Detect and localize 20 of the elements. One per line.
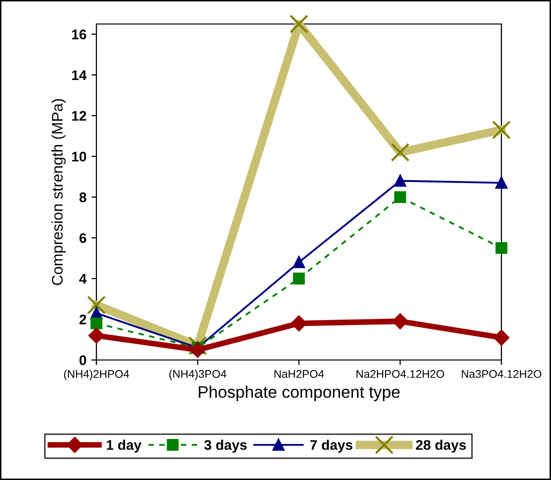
legend-label: 7 days [310,440,352,453]
y-tick-label: 10 [72,152,86,162]
x-tick-label: Na2HPO4.12H2O [356,370,444,378]
x-tick-label: Na3PO4.12H2O [462,370,542,378]
y-axis-title: Compresion strength (MPa) [51,99,66,286]
y-tick-label: 2 [79,314,86,324]
y-tick-label: 4 [79,274,87,284]
legend-label: 1 day [106,440,142,453]
legend-label: 28 days [416,440,466,453]
x-tick-label: (NH4)3PO4 [169,370,226,380]
x-tick-label: NaH2PO4 [274,370,324,378]
y-tick-label: 0 [80,355,86,366]
y-tick-label: 12 [72,110,86,121]
x-axis-title: Phosphate component type [198,386,400,402]
legend-label: 3 days [204,440,247,453]
y-tick-label: 14 [72,70,87,80]
y-tick-label: 6 [79,233,86,243]
y-tick-label: 16 [72,30,86,40]
y-tick-label: 8 [79,192,86,202]
x-tick-label: (NH4)2HPO4 [64,370,130,380]
